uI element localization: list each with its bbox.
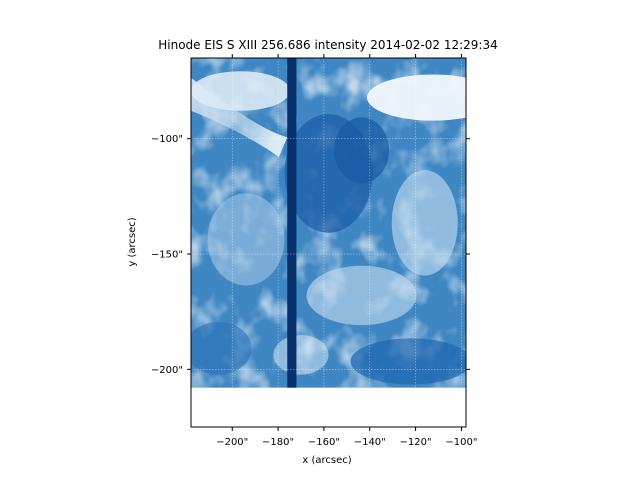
x-axis-ticks: −200" −180" −160" −140" −120" −100" bbox=[216, 54, 477, 448]
intensity-structure bbox=[191, 321, 252, 375]
intensity-structure bbox=[391, 170, 458, 276]
x-tick-label: −180" bbox=[262, 437, 294, 448]
x-tick-label: −140" bbox=[354, 437, 386, 448]
x-tick-label: −120" bbox=[400, 437, 432, 448]
intensity-structure bbox=[207, 193, 285, 286]
axes-frame bbox=[190, 57, 467, 428]
intensity-map bbox=[191, 58, 466, 388]
intensity-structure bbox=[350, 338, 466, 385]
y-tick-label: −200" bbox=[151, 365, 183, 376]
x-tick-label: −100" bbox=[445, 437, 477, 448]
chart-title: Hinode EIS S XIII 256.686 intensity 2014… bbox=[158, 38, 497, 52]
intensity-structures bbox=[191, 71, 466, 385]
intensity-structure bbox=[306, 265, 417, 326]
x-axis-label: x (arcsec) bbox=[302, 455, 351, 466]
bright-loop bbox=[191, 77, 288, 157]
y-tick-label: −100" bbox=[151, 134, 183, 145]
x-tick-label: −200" bbox=[216, 437, 248, 448]
intensity-structure bbox=[334, 117, 389, 184]
y-axis-ticks: −100" −150" −200" bbox=[151, 134, 470, 376]
x-tick-label: −160" bbox=[308, 437, 340, 448]
y-tick-label: −150" bbox=[151, 250, 183, 261]
intensity-structure bbox=[367, 74, 466, 121]
intensity-structure bbox=[273, 335, 329, 375]
missing-data-stripe bbox=[287, 58, 297, 388]
y-axis-label: y (arcsec) bbox=[127, 217, 138, 266]
coordinate-grid bbox=[191, 58, 466, 388]
